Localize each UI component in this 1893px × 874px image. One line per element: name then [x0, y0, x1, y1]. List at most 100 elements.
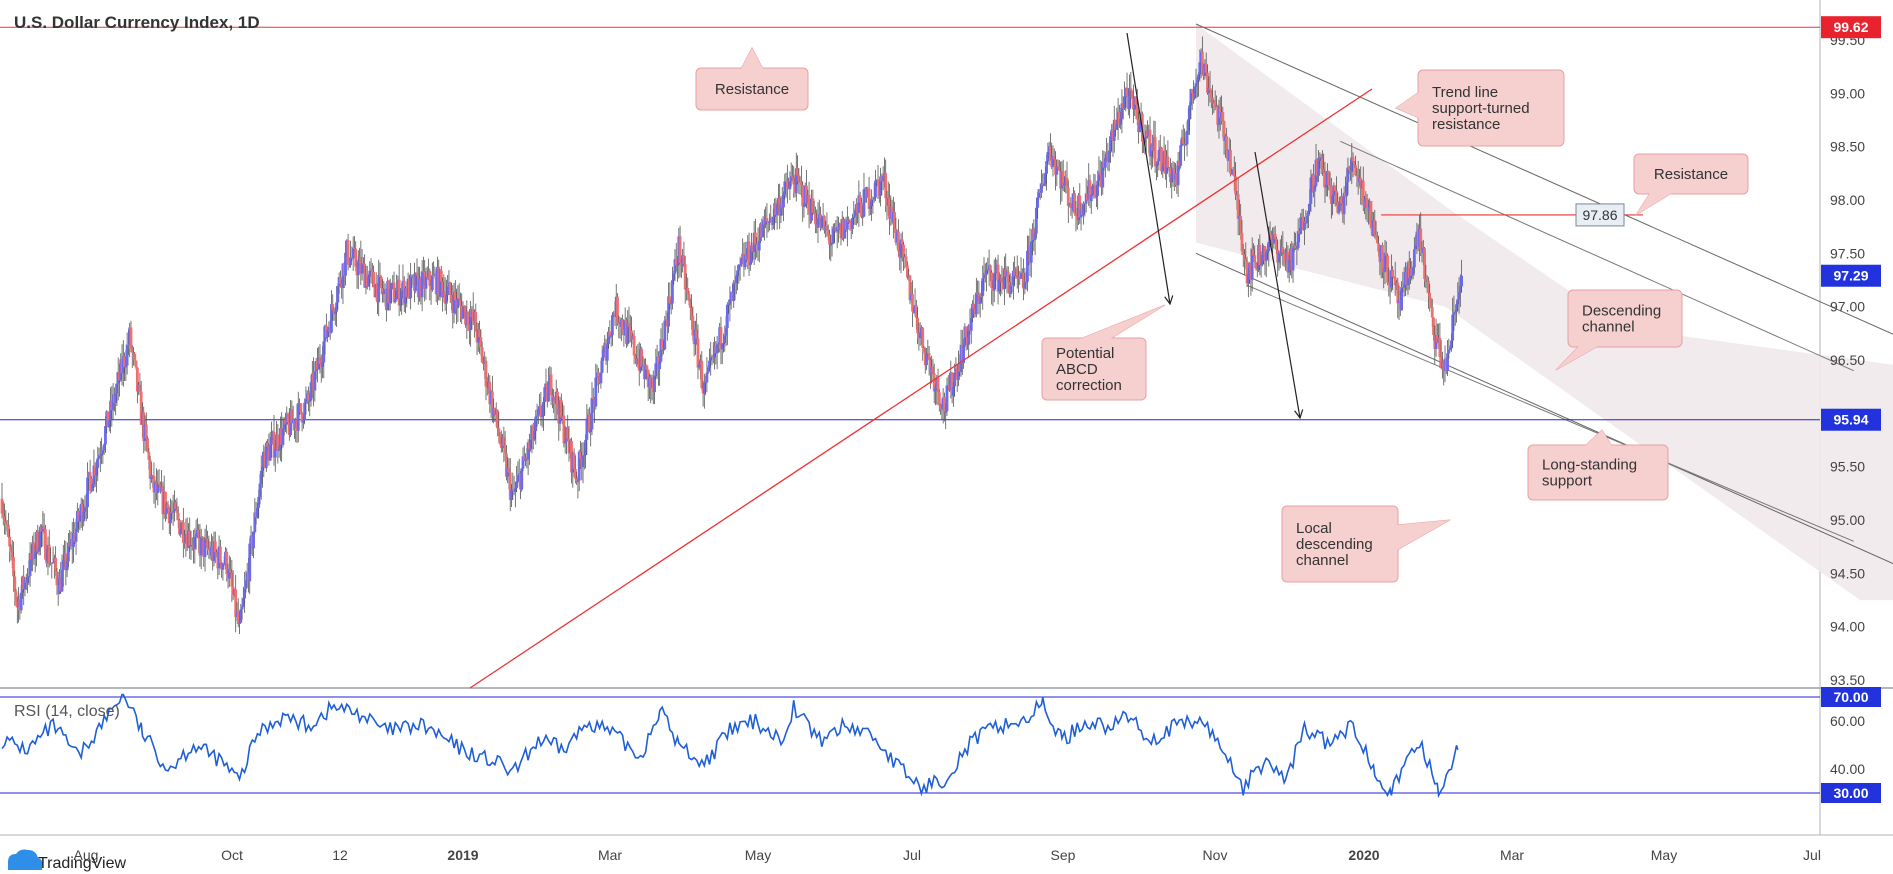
price-tick-label: 94.50 [1830, 565, 1865, 581]
candle-body [1260, 254, 1264, 265]
candle-body [1239, 216, 1243, 234]
candle-body [820, 217, 824, 228]
price-badges-layer: 99.62 97.29 95.94 70.00 30.00 97.86 [1575, 16, 1881, 803]
candle-body [176, 512, 180, 520]
candle-body [1331, 195, 1335, 204]
candle-body [4, 521, 8, 525]
candle-body [399, 298, 402, 306]
candle-body [1259, 264, 1263, 266]
candle-body [207, 548, 211, 551]
candle-body [678, 236, 682, 263]
candle-body [354, 248, 358, 267]
candle-body [1244, 258, 1248, 262]
candle-body [353, 247, 356, 249]
candle-body [674, 259, 678, 266]
candle-body [1424, 279, 1428, 281]
candle-body [1138, 122, 1142, 133]
candle-body [1335, 190, 1338, 202]
candle-body [704, 382, 708, 384]
candle-body [738, 264, 742, 266]
candle-body [1176, 160, 1180, 186]
support-badge: 95.94 [1833, 412, 1868, 428]
candle-body [1181, 137, 1185, 144]
candle-body [690, 307, 693, 316]
candle-body [1377, 243, 1381, 252]
candle-body [37, 547, 41, 552]
candle-body [990, 272, 994, 288]
candle-body [797, 175, 801, 182]
candle-body [1119, 118, 1123, 125]
candle-body [432, 275, 436, 277]
callout-pointer-fill [1556, 345, 1600, 370]
candle-body [914, 305, 918, 318]
candle-body [42, 526, 46, 530]
candle-body [667, 296, 670, 327]
candle-body [1428, 292, 1432, 299]
candle-body [170, 512, 174, 514]
candle-body [1134, 97, 1138, 105]
candle-body [1074, 213, 1078, 217]
abcd-leg-c-arrow-head [1294, 409, 1304, 420]
candle-body [230, 572, 234, 587]
candle-body [1241, 251, 1245, 255]
candle-body [478, 329, 481, 338]
candle-body [1393, 277, 1397, 286]
candle-body [459, 299, 462, 306]
price-tick-label: 98.50 [1830, 139, 1865, 155]
candle-body [939, 404, 942, 409]
candle-body [55, 571, 59, 586]
candle-body [1384, 252, 1388, 256]
top-resistance-badge-bg [1821, 16, 1881, 39]
candle-body [1011, 270, 1015, 286]
candle-body [9, 546, 13, 552]
candle-body [1236, 194, 1240, 219]
candle-body [456, 297, 460, 309]
candle-body [286, 414, 290, 423]
candle-body [1309, 177, 1313, 204]
candle-body [194, 533, 198, 537]
candle-body [1449, 340, 1453, 348]
candle-body [1193, 86, 1197, 99]
candle-body [918, 332, 922, 339]
candle-body [972, 303, 976, 309]
candle-body [727, 304, 731, 306]
candle-body [12, 557, 15, 577]
candle-body [390, 283, 393, 290]
candle-body [668, 296, 672, 304]
price-tick-label: 96.50 [1830, 352, 1865, 368]
candle-body [829, 244, 833, 246]
candle-body [505, 453, 508, 477]
candle-body [347, 264, 351, 266]
candle-body [1161, 166, 1165, 172]
candle-body [974, 292, 978, 315]
candle-body [252, 532, 255, 549]
candle-body [164, 491, 167, 514]
candle-body [54, 557, 58, 572]
candle-body [1430, 307, 1434, 318]
candle-body [430, 275, 434, 291]
candle-body [672, 273, 676, 281]
candle-body [258, 483, 262, 497]
time-tick-label: 2019 [447, 847, 478, 863]
tradingview-logo[interactable]: TradingView [8, 849, 126, 873]
candle-body [248, 543, 252, 582]
candle-body [1063, 182, 1066, 186]
candle-body [801, 184, 805, 207]
candle-body [307, 393, 310, 402]
candle-body [853, 210, 857, 217]
trend-lines-layer [469, 32, 1373, 689]
candle-body [1022, 272, 1025, 289]
candle-body [344, 252, 347, 276]
candle-body [1179, 145, 1183, 166]
candle-body [1281, 247, 1285, 254]
candle-body [414, 272, 418, 291]
candle-body [479, 337, 483, 348]
candle-body [379, 277, 383, 289]
candle-body [632, 335, 636, 356]
callout-text: ABCD [1056, 361, 1098, 378]
candle-body [659, 338, 663, 362]
candle-body [969, 317, 973, 331]
candle-body [881, 175, 885, 182]
